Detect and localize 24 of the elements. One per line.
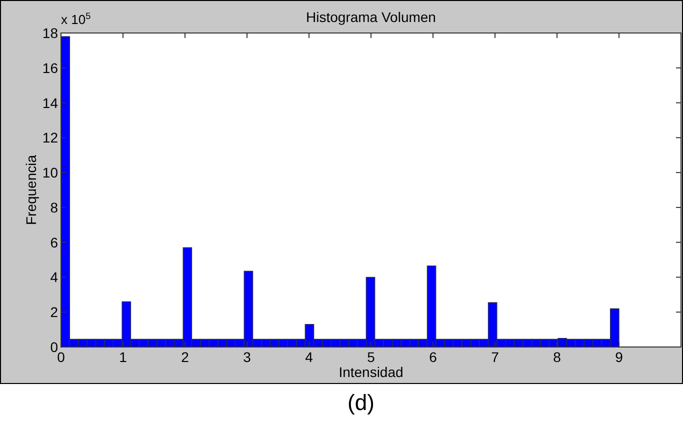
x-tick-label: 1 [119, 349, 128, 365]
x-tick-label: 7 [491, 349, 500, 365]
y-tick-label: 6 [50, 234, 58, 250]
x-tick-label: 4 [305, 349, 314, 365]
x-tick-label: 5 [367, 349, 376, 365]
y-tick-label: 2 [50, 304, 58, 320]
y-tick-label: 4 [50, 269, 58, 286]
y-tick-label: 18 [42, 25, 58, 41]
x-axis-title: Intensidad [338, 364, 404, 380]
y-tick-label: 0 [50, 339, 58, 355]
text: (d) [348, 390, 374, 415]
y-tick-label: 16 [42, 60, 58, 76]
y-axis-title: Frequencia [23, 154, 39, 226]
x-tick-label: 9 [615, 349, 624, 365]
x-tick-label: 3 [243, 349, 252, 365]
chart-title: Histograma Volumen [306, 9, 436, 25]
x-tick-label: 2 [181, 349, 190, 365]
x-tick-label: 8 [553, 349, 562, 365]
y-tick-label: 8 [50, 199, 58, 216]
x-tick-label: 6 [429, 349, 438, 365]
y-tick-label: 12 [42, 130, 58, 146]
y-tick-label: 10 [42, 164, 58, 181]
y-tick-label: 14 [42, 94, 58, 111]
text: x 10$^{5}$ [61, 11, 91, 27]
